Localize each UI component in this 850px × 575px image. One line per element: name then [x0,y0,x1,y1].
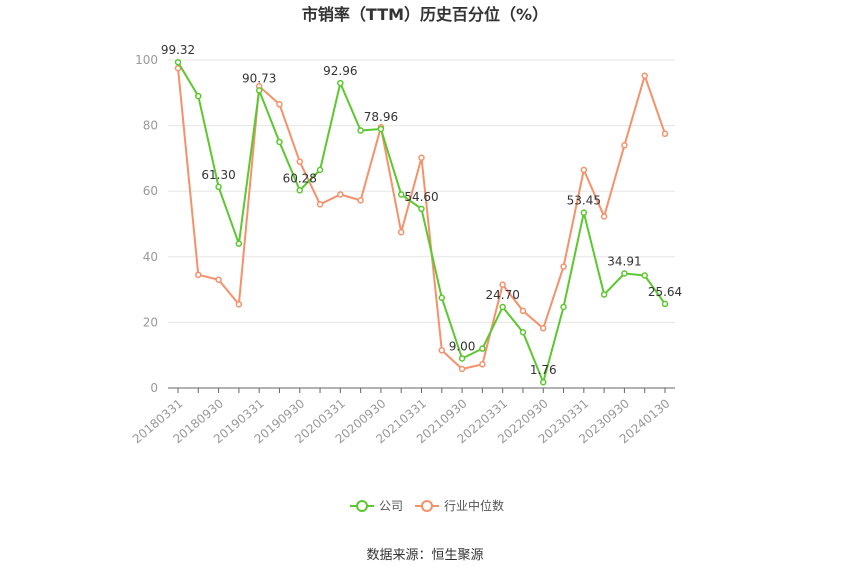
data-point[interactable] [621,270,628,277]
series-1 [174,64,669,373]
data-point[interactable] [337,79,344,87]
data-label: 61.30 [201,168,235,182]
grid [168,59,675,323]
data-point[interactable] [580,209,588,216]
data-point[interactable] [397,228,405,236]
data-label: 78.96 [364,110,398,124]
legend-marker [421,500,433,512]
data-point[interactable] [600,291,608,298]
data-point[interactable] [621,142,628,149]
data-label: 90.73 [242,71,276,85]
data-point[interactable] [255,87,263,94]
data-point[interactable] [276,138,283,146]
data-labels: 99.32 61.30 90.73 60.28 92.96 78.96 54.60 9.00 2… [161,43,682,377]
data-point[interactable] [397,191,405,198]
data-point[interactable] [600,213,608,220]
source-note: 数据来源：恒生聚源 [366,548,483,563]
data-label: 92.96 [323,64,357,78]
data-point[interactable] [235,301,243,308]
data-point[interactable] [195,92,202,100]
data-point[interactable] [296,158,303,165]
data-point[interactable] [458,355,466,362]
series-0 [174,58,669,386]
data-label: 24.70 [485,288,519,302]
data-point[interactable] [540,378,547,386]
y-tick-label: 60 [143,184,158,198]
data-point[interactable] [479,361,486,368]
data-point[interactable] [357,197,364,204]
data-point[interactable] [316,166,324,174]
legend-label: 行业中位数 [444,498,504,513]
data-point[interactable] [438,347,446,354]
data-point[interactable] [641,72,648,79]
data-point[interactable] [458,365,466,373]
data-point[interactable] [479,345,486,352]
data-point[interactable] [215,276,222,284]
legend-label: 公司 [379,499,403,513]
y-tick-label: 0 [150,381,158,395]
series-line [177,68,666,370]
data-point[interactable] [560,263,567,270]
data-point[interactable] [235,240,243,247]
data-point[interactable] [580,166,588,174]
data-label: 34.91 [607,254,641,268]
data-label: 1.76 [530,363,557,377]
y-tick-label: 100 [135,53,158,67]
data-point[interactable] [215,183,222,191]
y-tick-label: 40 [143,250,158,264]
data-point[interactable] [418,154,425,161]
data-point[interactable] [316,201,324,208]
series-line [177,61,666,384]
data-point[interactable] [661,130,669,138]
data-label: 54.60 [404,190,438,204]
data-label: 53.45 [567,194,601,208]
x-axis: 2018033120180930201903312019093020200331… [130,387,675,446]
data-label: 9.00 [449,339,476,353]
data-label: 99.32 [161,43,195,57]
legend[interactable]: 公司 行业中位数 [350,498,504,513]
data-point[interactable] [377,125,385,133]
legend-marker [356,500,368,512]
data-point[interactable] [276,101,283,108]
data-point[interactable] [519,307,527,315]
series-layer [174,58,669,386]
legend-item-1[interactable]: 行业中位数 [415,498,504,513]
y-tick-label: 80 [143,119,158,133]
data-point[interactable] [438,294,446,302]
data-point[interactable] [499,281,506,288]
data-label: 25.64 [648,285,682,299]
data-point[interactable] [519,328,527,336]
data-point[interactable] [357,127,364,134]
data-point[interactable] [174,58,182,66]
data-point[interactable] [661,300,669,308]
data-point[interactable] [296,187,303,194]
data-point[interactable] [560,303,567,311]
data-point[interactable] [337,191,344,198]
data-point[interactable] [499,303,506,311]
legend-item-0[interactable]: 公司 [350,499,403,513]
data-point[interactable] [540,325,547,332]
data-point[interactable] [641,272,648,279]
y-axis: 0 20 40 60 80 100 [135,53,158,395]
y-tick-label: 20 [143,315,158,329]
data-point[interactable] [195,271,202,279]
data-label: 60.28 [283,171,317,185]
data-point[interactable] [418,205,425,213]
chart-title: 市销率（TTM）历史百分位（%） [302,5,548,24]
